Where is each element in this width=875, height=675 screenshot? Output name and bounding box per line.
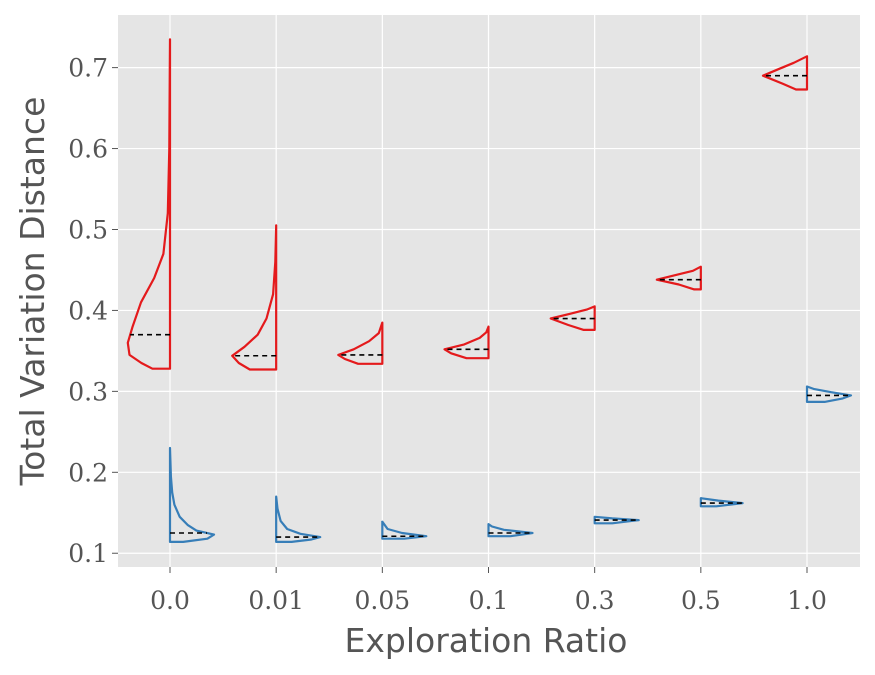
- y-tick-label: 0.1: [68, 539, 108, 568]
- violin-right-0.05: [381, 520, 428, 540]
- y-tick-label: 0.6: [68, 135, 108, 164]
- x-tick-label: 0.0: [150, 586, 190, 615]
- y-tick-label: 0.3: [68, 377, 108, 406]
- violin-right-0.3: [593, 515, 640, 525]
- y-tick-label: 0.4: [68, 296, 108, 325]
- y-tick-label: 0.5: [68, 215, 108, 244]
- x-axis-label: Exploration Ratio: [345, 621, 628, 660]
- violin-left-0.0: [126, 38, 172, 370]
- violin-right-0.0: [168, 446, 216, 543]
- violin-left-0.5: [655, 265, 702, 291]
- y-tick-label: 0.2: [68, 458, 108, 487]
- x-tick-label: 0.3: [575, 586, 615, 615]
- violin-right-0.1: [487, 523, 534, 538]
- tick-labels: 0.1 0.2 0.3 0.4 0.5 0.6 0.7 0.0 0.01 0.05 0.1 0.3 0.…: [68, 54, 827, 615]
- violins: [126, 38, 853, 543]
- violin-left-0.1: [443, 325, 490, 360]
- violin-left-0.3: [549, 305, 596, 331]
- x-tick-label: 0.5: [681, 586, 721, 615]
- x-tick-label: 0.05: [354, 586, 410, 615]
- x-tick-label: 1.0: [787, 586, 827, 615]
- violin-right-1.0: [805, 385, 853, 403]
- y-axis-label: Total Variation Distance: [13, 97, 52, 487]
- x-tick-label: 0.01: [248, 586, 304, 615]
- violin-left-1.0: [761, 55, 809, 91]
- y-tick-label: 0.7: [68, 54, 108, 83]
- violin-right-0.5: [699, 497, 744, 508]
- violin-left-0.01: [231, 224, 278, 371]
- violin-left-0.05: [337, 321, 384, 365]
- violin-right-0.01: [275, 495, 322, 543]
- x-tick-label: 0.1: [469, 586, 509, 615]
